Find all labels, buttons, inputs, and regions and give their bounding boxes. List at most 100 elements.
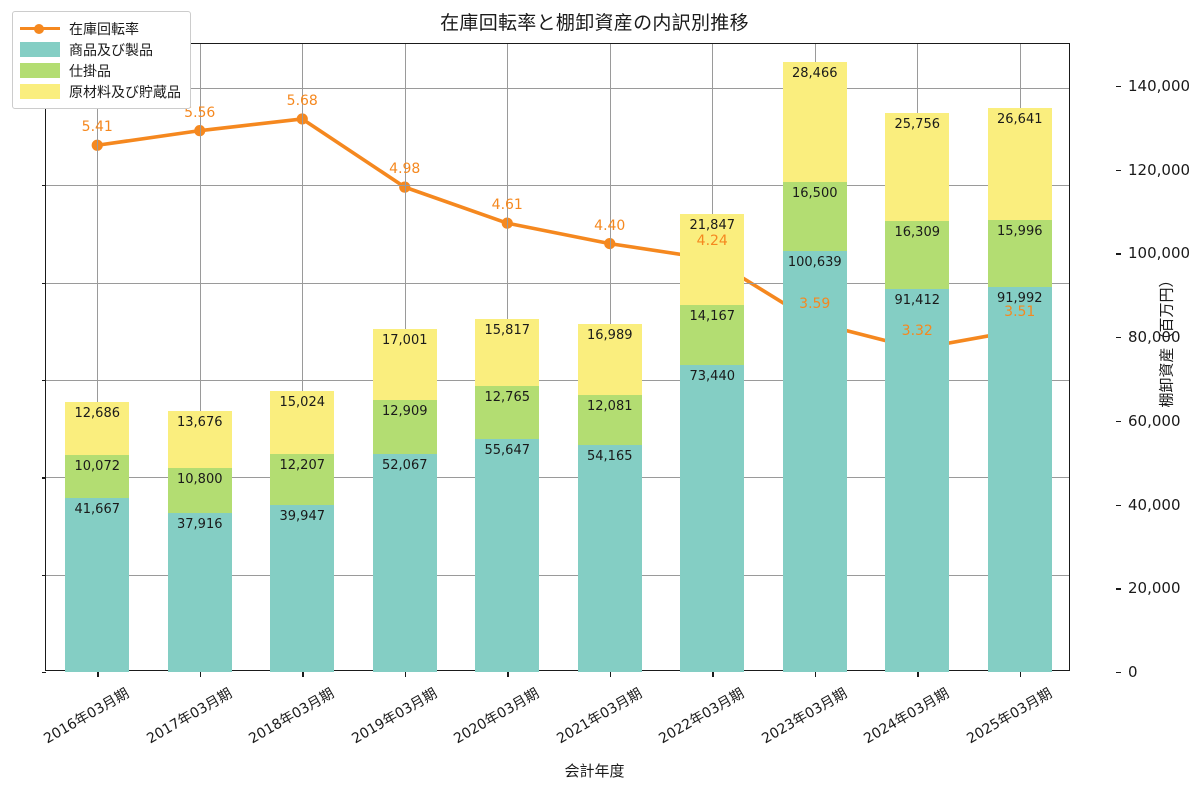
legend-color-swatch <box>20 84 60 99</box>
bar-segment[interactable] <box>782 62 847 182</box>
plot-area: 0123456020,00040,00060,00080,000100,0001… <box>41 43 1189 681</box>
x-axis-tick-mark <box>1019 672 1022 677</box>
bar-segment[interactable] <box>680 213 745 306</box>
bar-segment[interactable] <box>372 328 437 400</box>
legend-item[interactable]: 仕掛品 <box>20 60 181 81</box>
gridline-vertical <box>199 44 201 670</box>
bar-segment[interactable] <box>167 513 232 672</box>
legend-item-label: 在庫回転率 <box>69 21 139 38</box>
bar-value-label: 16,500 <box>792 185 838 201</box>
bar-segment[interactable] <box>372 454 437 672</box>
line-value-label: 4.24 <box>696 233 728 250</box>
bar-value-label: 37,916 <box>177 517 223 533</box>
line-value-label: 5.68 <box>286 92 318 109</box>
bar-segment[interactable] <box>372 399 437 454</box>
legend-item-label: 商品及び製品 <box>69 42 153 59</box>
line-marker[interactable] <box>194 125 206 137</box>
y-axis-left-tick-mark <box>41 379 46 382</box>
bar-segment[interactable] <box>885 289 950 672</box>
bar-segment[interactable] <box>475 385 540 440</box>
y-axis-right-tick-label: 140,000 <box>1128 76 1189 95</box>
legend-item-label: 原材料及び貯蔵品 <box>69 84 181 101</box>
y-axis-right-tick-label: 80,000 <box>1128 328 1181 347</box>
gridline-horizontal <box>46 379 1069 381</box>
line-value-label: 5.56 <box>184 104 216 121</box>
line-marker[interactable] <box>501 217 513 229</box>
legend-item[interactable]: 在庫回転率 <box>20 18 181 39</box>
y-axis-left-tick-mark <box>41 282 46 284</box>
legend-item[interactable]: 原材料及び貯蔵品 <box>20 81 181 102</box>
bar-segment[interactable] <box>270 390 335 454</box>
bar-segment[interactable] <box>475 319 540 386</box>
bar-value-label: 15,817 <box>484 323 531 339</box>
bar-segment[interactable] <box>782 250 847 672</box>
line-value-label: 4.61 <box>491 197 523 214</box>
bar-segment[interactable] <box>987 108 1052 220</box>
bar-value-label: 15,024 <box>279 394 326 410</box>
bar-value-label: 13,676 <box>177 414 223 430</box>
gridline-horizontal <box>46 282 1069 284</box>
x-axis-tick-label: 2024年03月期 <box>861 685 953 748</box>
y-axis-right-tick-label: 60,000 <box>1128 411 1181 430</box>
bar-segment[interactable] <box>885 113 950 221</box>
legend-swatch-icon <box>20 42 60 57</box>
legend-color-swatch <box>20 42 60 57</box>
bar-segment[interactable] <box>680 305 745 365</box>
bar-value-label: 91,412 <box>894 293 941 309</box>
gridline-vertical <box>97 44 99 670</box>
bar-value-label: 12,207 <box>279 457 326 473</box>
bar-segment[interactable] <box>270 453 335 505</box>
legend-item-label: 仕掛品 <box>69 63 111 80</box>
y-axis-right-tick-label: 40,000 <box>1128 495 1181 514</box>
x-axis-tick-label: 2019年03月期 <box>349 685 440 748</box>
bar-value-label: 100,639 <box>787 254 842 270</box>
bar-segment[interactable] <box>65 402 130 456</box>
bar-segment[interactable] <box>782 181 847 251</box>
bar-segment[interactable] <box>270 504 335 672</box>
bar-value-label: 39,947 <box>279 508 326 524</box>
x-axis-tick-mark <box>302 672 304 677</box>
x-axis-tick-label: 2025年03月期 <box>964 685 1055 748</box>
line-path <box>95 117 1022 351</box>
y-axis-right-tick-mark <box>1116 337 1121 339</box>
legend-item[interactable]: 商品及び製品 <box>20 39 181 60</box>
x-axis-tick-mark <box>404 672 407 677</box>
bar-value-label: 12,081 <box>587 398 633 414</box>
bar-segment[interactable] <box>65 455 130 498</box>
x-axis-tick-label: 2022年03月期 <box>656 685 748 748</box>
x-axis-tick-mark <box>507 672 509 677</box>
bar-value-label: 28,466 <box>792 66 838 82</box>
line-value-label: 3.32 <box>901 322 933 339</box>
legend-swatch-icon <box>20 63 60 78</box>
bar-value-label: 54,165 <box>587 449 633 465</box>
gridline-horizontal <box>46 477 1069 479</box>
bar-segment[interactable] <box>987 219 1052 287</box>
bar-segment[interactable] <box>65 497 130 672</box>
bar-segment[interactable] <box>475 439 540 672</box>
bar-segment[interactable] <box>680 364 745 672</box>
x-axis-tick-mark <box>199 672 202 677</box>
x-axis-label: 会計年度 <box>564 762 625 780</box>
bar-value-label: 16,989 <box>587 327 633 343</box>
bar-segment[interactable] <box>885 221 950 290</box>
y-axis-right-tick-mark <box>1116 504 1121 506</box>
bar-value-label: 16,309 <box>894 225 941 240</box>
bar-segment[interactable] <box>167 410 232 469</box>
bar-segment[interactable] <box>577 445 642 672</box>
bar-segment[interactable] <box>987 286 1052 672</box>
bar-segment[interactable] <box>577 323 642 395</box>
bar-segment[interactable] <box>167 468 232 514</box>
y-axis-left-tick-mark <box>41 574 46 576</box>
x-axis-tick-mark <box>814 672 817 677</box>
bar-value-label: 17,001 <box>382 332 428 348</box>
bar-value-label: 25,756 <box>894 117 941 133</box>
line-value-label: 4.98 <box>389 161 421 178</box>
bar-value-label: 26,641 <box>997 112 1043 128</box>
y-axis-right-tick-label: 20,000 <box>1128 579 1181 598</box>
gridline-vertical <box>302 44 304 670</box>
y-axis-right-tick-mark <box>1116 169 1121 171</box>
line-value-label: 5.41 <box>81 119 113 136</box>
bar-segment[interactable] <box>577 394 642 446</box>
x-axis-tick-label: 2017年03月期 <box>144 685 235 748</box>
